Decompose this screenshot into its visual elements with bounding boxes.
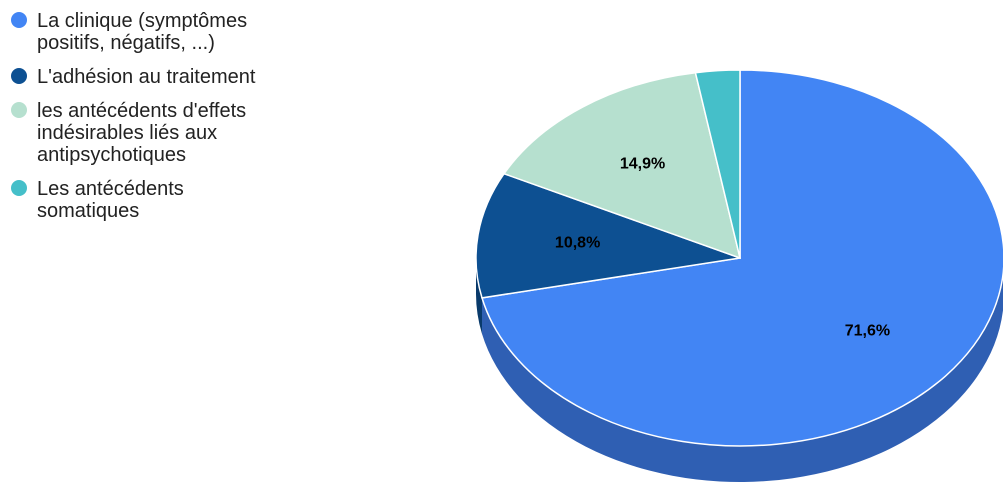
legend-item-4: Les antécédents somatiques	[11, 178, 184, 222]
pie-data-labels: 71,6% 10,8% 14,9%	[555, 156, 890, 340]
pie-label-1: 71,6%	[845, 322, 890, 339]
legend-item-2: L'adhésion au traitement	[11, 66, 256, 88]
pie-side-walls	[476, 258, 1003, 482]
chart-legend: La clinique (symptômes positifs, négatifs…	[11, 10, 256, 222]
pie-side-wall-1	[482, 273, 1003, 482]
legend-marker-1	[11, 12, 27, 28]
legend-label-1: La clinique (symptômes positifs, négatifs…	[37, 10, 247, 54]
legend-marker-3	[11, 102, 27, 118]
legend-marker-2	[11, 68, 27, 84]
legend-label-4: Les antécédents somatiques	[37, 178, 184, 222]
legend-item-3: les antécédents d'effets indésirables lié…	[11, 100, 246, 166]
legend-label-2: L'adhésion au traitement	[37, 66, 256, 88]
legend-label-3: les antécédents d'effets indésirables lié…	[37, 100, 246, 166]
pie-slice-3	[502, 71, 742, 260]
pie-label-3: 14,9%	[620, 156, 665, 173]
legend-item-1: La clinique (symptômes positifs, négatifs…	[11, 10, 247, 54]
pie-slice-2	[475, 172, 741, 299]
pie-slice-1	[481, 69, 1003, 447]
pie-side-wall-2	[476, 258, 483, 334]
pie-top-faces	[475, 69, 1003, 447]
pie-slice-4	[694, 69, 741, 259]
legend-marker-4	[11, 180, 27, 196]
pie-label-2: 10,8%	[555, 235, 600, 252]
